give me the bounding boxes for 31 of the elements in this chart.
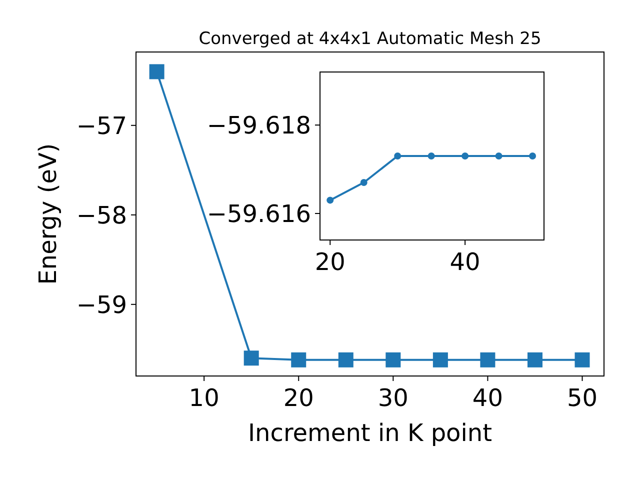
point (529, 152, 536, 160)
point (244, 350, 259, 366)
y-tick-label: −57 (76, 112, 127, 140)
x-axis-title: Increment in K point (248, 419, 492, 447)
x-tick-label: 10 (188, 384, 220, 412)
x-tick-label: 40 (472, 384, 503, 412)
y-tick-label: −59.616 (206, 200, 311, 228)
y-tick-label: −58 (76, 201, 127, 230)
point (428, 152, 435, 160)
point (338, 352, 354, 368)
point (462, 152, 469, 160)
y-tick-label: −59.618 (206, 111, 311, 140)
y-axis-title: Energy (eV) (34, 143, 62, 285)
point (480, 352, 496, 368)
point (149, 64, 164, 80)
point (326, 196, 334, 204)
point (386, 352, 401, 368)
point (291, 352, 306, 368)
x-tick-label: 20 (283, 384, 314, 412)
point (360, 179, 368, 186)
point (432, 352, 448, 368)
x-tick-label: 20 (314, 248, 346, 276)
point (574, 352, 590, 368)
x-tick-label: 40 (450, 248, 480, 276)
x-tick-label: 30 (378, 384, 408, 412)
chart-title: Converged at 4x4x1 Automatic Mesh 25 (198, 29, 542, 49)
point (394, 152, 402, 160)
point (495, 152, 502, 160)
x-tick-label: 50 (566, 384, 598, 412)
y-tick-label: −59 (76, 290, 127, 319)
point (527, 352, 542, 368)
